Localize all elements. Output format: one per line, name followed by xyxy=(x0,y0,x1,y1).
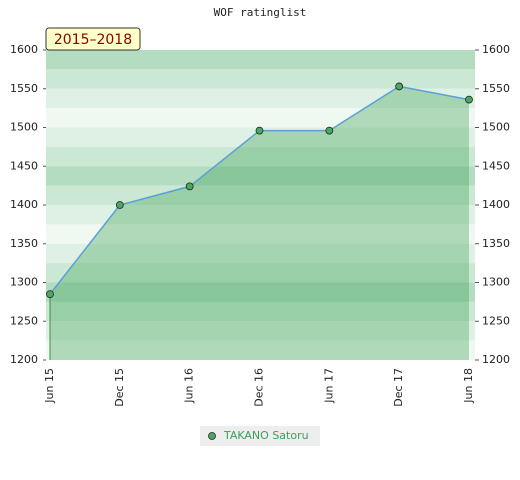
band xyxy=(46,205,475,225)
x-tick-label: Dec 15 xyxy=(113,368,126,407)
x-tick-label: Dec 17 xyxy=(392,368,405,407)
point xyxy=(185,182,194,191)
plot xyxy=(46,82,473,361)
point xyxy=(465,95,473,104)
y-tick-label: 1250 xyxy=(10,314,38,327)
band xyxy=(46,88,475,109)
y-tick-label: 1400 xyxy=(10,198,38,211)
chart-title: WOF ratinglist xyxy=(214,6,307,19)
band xyxy=(46,69,475,89)
y2-tick-label: 1200 xyxy=(482,353,510,366)
y-tick-label: 1550 xyxy=(10,82,38,95)
y2-tick-label: 1400 xyxy=(482,198,510,211)
band xyxy=(46,321,475,341)
band xyxy=(46,127,475,147)
y2-tick-label: 1350 xyxy=(482,237,510,250)
y2-tick-label: 1500 xyxy=(482,121,510,134)
band xyxy=(46,166,475,186)
y-tick-label: 1600 xyxy=(10,43,38,56)
annotation: 2015–2018 xyxy=(54,32,132,48)
band xyxy=(46,243,475,264)
x-tick-label: Jun 18 xyxy=(462,368,475,404)
y-tick-label: 1300 xyxy=(10,276,38,289)
y2-tick-label: 1250 xyxy=(482,314,510,327)
y2-tick-label: 1300 xyxy=(482,276,510,289)
band xyxy=(46,263,475,283)
band xyxy=(46,185,475,205)
annotation-box xyxy=(45,27,141,51)
x-tick-label: Jun 16 xyxy=(183,368,196,404)
point xyxy=(46,290,54,299)
y-tick-label: 1350 xyxy=(10,237,38,250)
x-tick-label: Dec 16 xyxy=(253,368,266,407)
band xyxy=(46,224,475,244)
y2-tick-label: 1450 xyxy=(482,159,510,172)
band xyxy=(46,146,475,167)
plot-background xyxy=(46,50,475,360)
legend-label: TAKANO Satoru xyxy=(223,429,309,442)
y2-tick-label: 1600 xyxy=(482,43,510,56)
band xyxy=(46,282,475,302)
point xyxy=(395,82,404,91)
point xyxy=(325,126,334,135)
y2-tick-label: 1550 xyxy=(482,82,510,95)
point xyxy=(255,126,264,135)
area xyxy=(50,86,469,361)
legend xyxy=(200,426,320,446)
legend-marker xyxy=(208,432,216,440)
band xyxy=(46,340,475,360)
band xyxy=(46,108,475,128)
y-tick-label: 1500 xyxy=(10,121,38,134)
point xyxy=(115,201,124,209)
y-tick-label: 1450 xyxy=(10,159,38,172)
x-tick-label: Jun 15 xyxy=(43,368,56,404)
x-tick-label: Jun 17 xyxy=(322,368,335,404)
y-tick-label: 1200 xyxy=(10,353,38,366)
band xyxy=(46,301,475,322)
band xyxy=(46,50,475,70)
